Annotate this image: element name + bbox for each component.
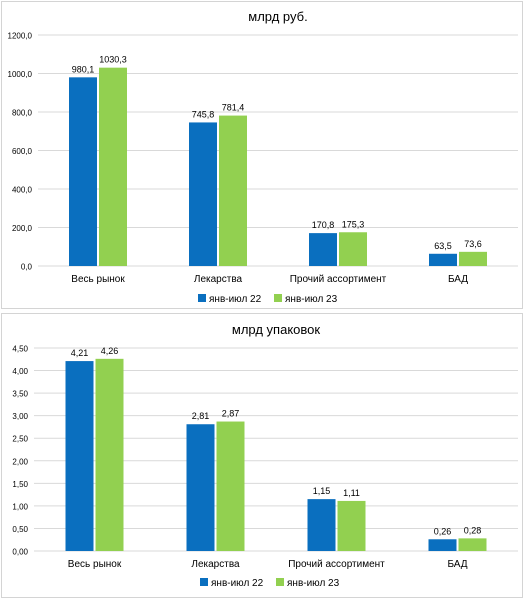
y-tick-label: 0,50	[12, 525, 28, 534]
data-label: 0,26	[434, 526, 452, 536]
category-label: БАД	[447, 559, 467, 570]
chart-title: млрд руб.	[248, 9, 307, 24]
bar-jan-jul-23	[339, 232, 367, 266]
y-tick-label: 3,00	[12, 412, 28, 421]
category-label: Весь рынок	[68, 559, 122, 570]
bar-jan-jul-23	[459, 251, 487, 266]
y-tick-label: 400,0	[12, 186, 33, 195]
y-tick-label: 600,0	[12, 147, 33, 156]
legend-label: янв-июл 22	[211, 578, 264, 589]
y-tick-label: 800,0	[12, 109, 33, 118]
data-label: 2,87	[222, 409, 240, 419]
legend-swatch	[276, 578, 284, 586]
y-tick-label: 0,00	[12, 548, 28, 557]
data-label: 170,8	[312, 220, 335, 230]
category-label: Лекарства	[191, 559, 240, 570]
y-tick-label: 2,50	[12, 435, 28, 444]
bar-jan-jul-22	[429, 253, 457, 266]
legend-swatch	[198, 294, 206, 302]
legend-swatch	[200, 578, 208, 586]
data-label: 745,8	[192, 109, 215, 119]
bar-jan-jul-22	[186, 424, 215, 551]
chart-panel-rubles: млрд руб. 0,0 200,0 400,0 600,0 800,0 1000,0 12…	[1, 1, 523, 309]
bar-jan-jul-23	[216, 421, 245, 551]
data-label: 175,3	[342, 219, 365, 229]
data-label: 63,5	[434, 241, 452, 251]
data-label: 4,21	[71, 348, 89, 358]
legend-swatch	[274, 294, 282, 302]
legend-label: янв-июл 23	[287, 578, 340, 589]
chart-title: млрд упаковок	[232, 322, 320, 337]
data-label: 1,15	[313, 486, 331, 496]
legend-label: янв-июл 23	[285, 294, 338, 305]
y-tick-label: 1,50	[12, 480, 28, 489]
y-tick-label: 0,0	[21, 263, 33, 272]
category-label: Прочий ассортимент	[290, 274, 387, 285]
y-tick-label: 1200,0	[8, 32, 33, 41]
data-label: 0,28	[464, 525, 482, 535]
data-label: 1030,3	[99, 55, 127, 65]
chart-packages: млрд упаковок 0,00 0,50 1,00 1,50 2,00 2,50 3,0…	[12, 322, 518, 589]
data-label: 781,4	[222, 103, 245, 113]
bar-jan-jul-23	[95, 358, 124, 551]
y-tick-label: 3,50	[12, 390, 28, 399]
category-label: Лекарства	[194, 274, 243, 285]
data-label: 980,1	[72, 64, 95, 74]
y-tick-label: 4,00	[12, 367, 28, 376]
y-tick-label: 1000,0	[8, 70, 33, 79]
bar-jan-jul-22	[69, 77, 97, 266]
data-label: 73,6	[464, 239, 482, 249]
chart-panel-packages: млрд упаковок 0,00 0,50 1,00 1,50 2,00 2,50 3,0…	[1, 313, 523, 598]
bar-jan-jul-22	[428, 539, 457, 551]
bar-jan-jul-22	[189, 122, 217, 266]
bar-jan-jul-22	[307, 499, 336, 551]
y-tick-label: 200,0	[12, 224, 33, 233]
y-tick-label: 1,00	[12, 502, 28, 511]
data-label: 4,26	[101, 346, 119, 356]
y-tick-label: 4,50	[12, 345, 28, 354]
y-tick-label: 2,00	[12, 457, 28, 466]
data-label: 1,11	[343, 488, 360, 498]
legend-label: янв-июл 22	[209, 294, 262, 305]
bar-jan-jul-22	[65, 361, 94, 551]
category-label: Прочий ассортимент	[288, 559, 385, 570]
bar-jan-jul-22	[309, 233, 337, 266]
bar-jan-jul-23	[458, 538, 487, 551]
data-label: 2,81	[192, 411, 210, 421]
chart-rubles: млрд руб. 0,0 200,0 400,0 600,0 800,0 1000,0 12…	[8, 9, 518, 305]
bar-jan-jul-23	[219, 115, 247, 266]
bar-jan-jul-23	[99, 67, 127, 266]
bar-jan-jul-23	[337, 500, 366, 551]
category-label: Весь рынок	[71, 274, 125, 285]
category-label: БАД	[448, 274, 468, 285]
